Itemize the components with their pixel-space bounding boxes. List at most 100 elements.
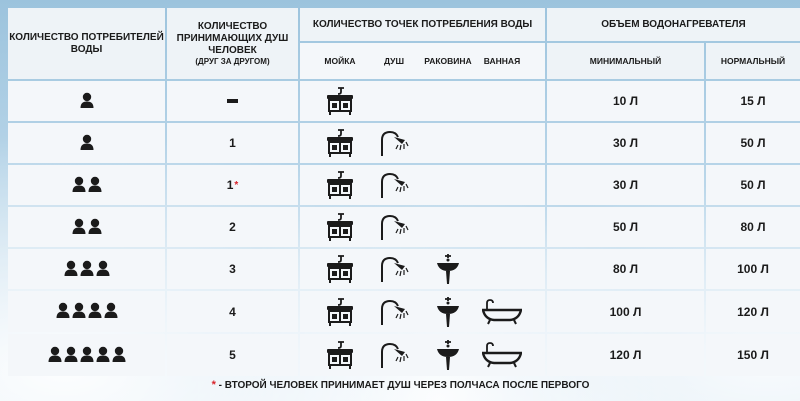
header-point-washbasin: РАКОВИНА [424, 56, 472, 66]
person-icon [104, 302, 118, 321]
header-point-bathtub: ВАННАЯ [483, 56, 521, 66]
shower-count-value: 2 [229, 220, 236, 234]
row-2-min: 30 Л [547, 123, 704, 163]
row-7-points [300, 334, 545, 376]
min-volume-value: 80 Л [612, 262, 639, 276]
normal-volume-value: 15 Л [740, 94, 766, 108]
row-3-normal: 50 Л [706, 165, 800, 205]
row-1-min: 10 Л [547, 81, 704, 121]
row-4-shower-count: 2 [167, 207, 298, 247]
header-min-label: МИНИМАЛЬНЫЙ [589, 56, 662, 66]
header-shower-people-sub: (ДРУГ ЗА ДРУГОМ) [195, 57, 270, 66]
washbasin-icon [421, 296, 475, 328]
normal-volume-value: 150 Л [737, 348, 769, 362]
min-volume-value: 30 Л [612, 136, 639, 150]
header-volume: ОБЪЕМ ВОДОНАГРЕВАТЕЛЯ [547, 8, 800, 41]
row-1-consumers [8, 81, 165, 121]
person-icon [88, 176, 102, 195]
row-6-shower-count: 4 [167, 291, 298, 332]
header-points: КОЛИЧЕСТВО ТОЧЕК ПОТРЕБЛЕНИЯ ВОДЫ [300, 8, 545, 41]
people-group [56, 302, 118, 321]
people-group [48, 346, 126, 365]
shower-count-value: 1 [226, 178, 234, 192]
sink-icon [313, 171, 367, 199]
header-min: МИНИМАЛЬНЫЙ [547, 43, 704, 79]
row-3-min: 30 Л [547, 165, 704, 205]
bathtub-icon [475, 298, 529, 325]
row-4-normal: 80 Л [706, 207, 800, 247]
person-icon [48, 346, 62, 365]
shower-icon [367, 128, 421, 158]
row-2-points [300, 123, 545, 163]
people-group [72, 176, 102, 195]
row-4-consumers [8, 207, 165, 247]
person-icon [96, 346, 110, 365]
header-points-label: КОЛИЧЕСТВО ТОЧЕК ПОТРЕБЛЕНИЯ ВОДЫ [312, 18, 533, 30]
bathtub-icon [475, 342, 529, 368]
sink-icon [313, 297, 367, 326]
person-icon [80, 346, 94, 365]
row-3-shower-count: 1 * [167, 165, 298, 205]
row-1-shower-count [167, 81, 298, 121]
people-group [80, 134, 94, 153]
person-icon [80, 260, 94, 279]
people-group [72, 218, 102, 237]
row-3-consumers [8, 165, 165, 205]
header-consumers: КОЛИЧЕСТВО ПОТРЕБИТЕЛЕЙ ВОДЫ [8, 8, 165, 79]
person-icon [72, 176, 86, 195]
row-7-normal: 150 Л [706, 334, 800, 376]
row-6-points [300, 291, 545, 332]
row-5-normal: 100 Л [706, 249, 800, 289]
footnote: * - ВТОРОЙ ЧЕЛОВЕК ПРИНИМАЕТ ДУШ ЧЕРЕЗ П… [0, 379, 800, 391]
row-5-points [300, 249, 545, 289]
person-icon [56, 302, 70, 321]
washbasin-icon [421, 253, 475, 285]
footnote-star: * [211, 379, 216, 391]
people-group [80, 92, 94, 111]
header-normal-label: НОРМАЛЬНЫЙ [720, 56, 786, 66]
row-6-min: 100 Л [547, 291, 704, 332]
normal-volume-value: 100 Л [737, 262, 769, 276]
shower-icon [367, 297, 421, 327]
min-volume-value: 120 Л [609, 348, 642, 362]
row-1-normal: 15 Л [706, 81, 800, 121]
person-icon [80, 92, 94, 111]
shower-count-value: 3 [229, 262, 236, 276]
person-icon [64, 260, 78, 279]
person-icon [88, 218, 102, 237]
sink-icon [313, 341, 367, 369]
row-2-shower-count: 1 [167, 123, 298, 163]
row-4-min: 50 Л [547, 207, 704, 247]
row-7-consumers [8, 334, 165, 376]
normal-volume-value: 50 Л [740, 136, 766, 150]
dash-mark [227, 99, 238, 103]
row-2-normal: 50 Л [706, 123, 800, 163]
sink-icon [313, 213, 367, 241]
row-5-min: 80 Л [547, 249, 704, 289]
washbasin-icon [421, 339, 475, 371]
water-heater-table: КОЛИЧЕСТВО ПОТРЕБИТЕЛЕЙ ВОДЫ КОЛИЧЕСТВО … [8, 8, 800, 376]
row-1-points [300, 81, 545, 121]
header-point-sink: МОЙКА [324, 56, 356, 66]
header-shower-people: КОЛИЧЕСТВО ПРИНИМАЮЩИХ ДУШ ЧЕЛОВЕК (ДРУГ… [167, 8, 298, 79]
min-volume-value: 10 Л [612, 94, 639, 108]
person-icon [96, 260, 110, 279]
person-icon [80, 134, 94, 153]
row-3-points [300, 165, 545, 205]
header-point-labels: МОЙКА ДУШ РАКОВИНА ВАННАЯ [300, 43, 545, 79]
min-volume-value: 100 Л [609, 304, 642, 319]
min-volume-value: 30 Л [612, 178, 639, 192]
sink-icon [313, 129, 367, 157]
sink-icon [313, 255, 367, 283]
header-normal: НОРМАЛЬНЫЙ [706, 43, 800, 79]
person-icon [72, 218, 86, 237]
shower-icon [367, 340, 421, 370]
row-2-consumers [8, 123, 165, 163]
person-icon [88, 302, 102, 321]
shower-count-value: 5 [229, 348, 236, 362]
shower-icon [367, 212, 421, 242]
row-4-points [300, 207, 545, 247]
header-point-shower: ДУШ [384, 56, 404, 66]
min-volume-value: 50 Л [612, 220, 639, 234]
shower-icon [367, 170, 421, 200]
